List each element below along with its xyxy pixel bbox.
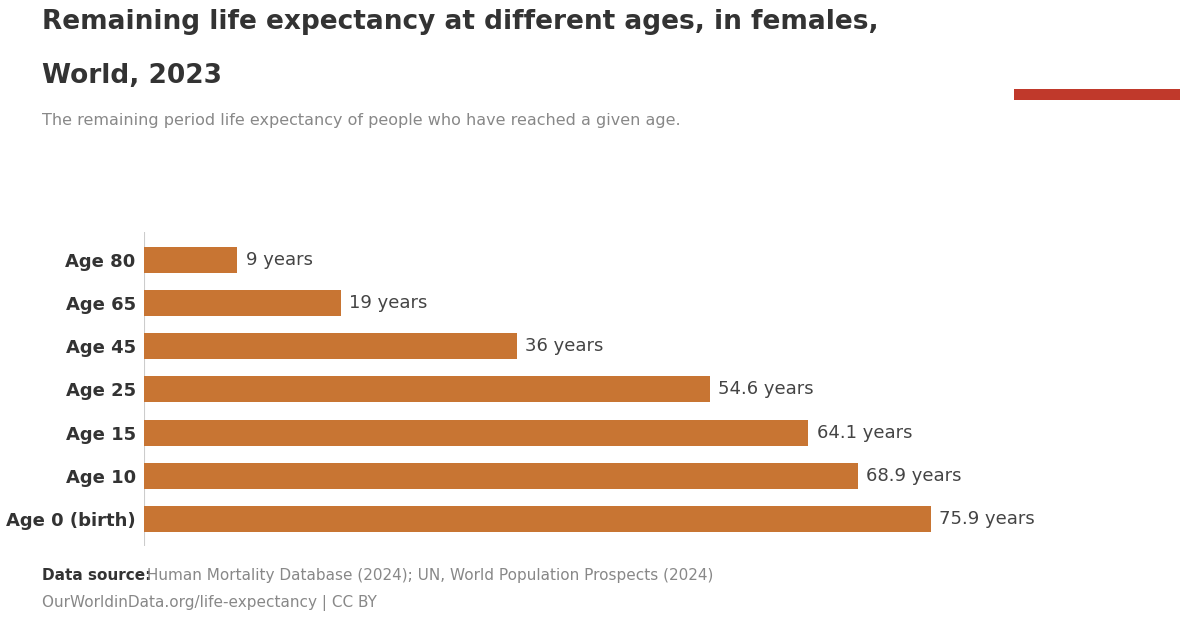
Text: 54.6 years: 54.6 years [718,381,814,398]
Text: 9 years: 9 years [246,251,312,269]
Bar [144,290,341,316]
Bar [144,247,238,273]
Text: Remaining life expectancy at different ages, in females,: Remaining life expectancy at different a… [42,9,878,35]
Text: The remaining period life expectancy of people who have reached a given age.: The remaining period life expectancy of … [42,113,680,128]
Bar [144,463,858,489]
Text: World, 2023: World, 2023 [42,63,222,89]
Text: Human Mortality Database (2024); UN, World Population Prospects (2024): Human Mortality Database (2024); UN, Wor… [142,568,713,583]
Text: 68.9 years: 68.9 years [866,467,962,485]
Text: 75.9 years: 75.9 years [938,510,1034,528]
Text: 64.1 years: 64.1 years [816,424,912,441]
Bar [144,420,809,446]
Text: Our World
in Data: Our World in Data [1049,28,1145,68]
Text: Data source:: Data source: [42,568,151,583]
FancyBboxPatch shape [1014,89,1180,100]
Text: 36 years: 36 years [526,337,604,355]
Text: 19 years: 19 years [349,294,427,312]
Bar [144,506,931,532]
Text: OurWorldinData.org/life-expectancy | CC BY: OurWorldinData.org/life-expectancy | CC … [42,595,377,611]
Bar [144,333,517,359]
Bar [144,376,710,403]
